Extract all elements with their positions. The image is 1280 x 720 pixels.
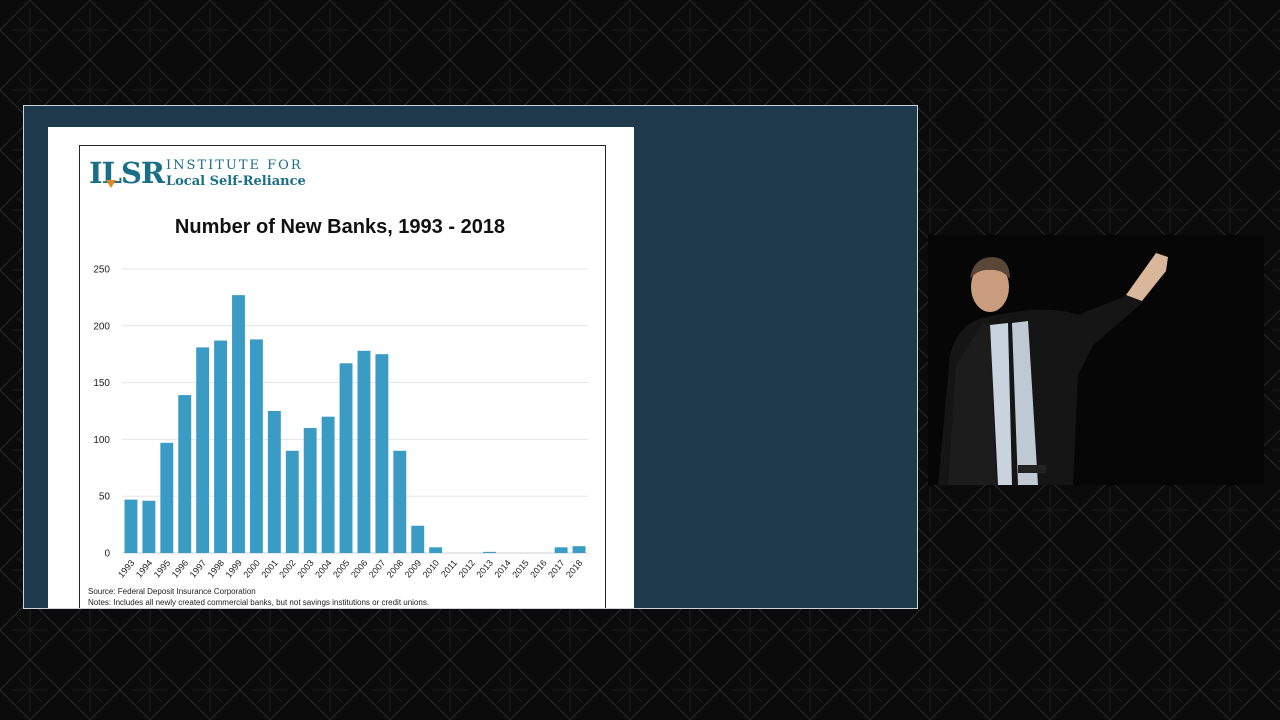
logo-line-2: Local Self-Reliance xyxy=(166,174,306,189)
bar-1998 xyxy=(214,340,228,553)
x-tick-label: 2006 xyxy=(349,558,370,580)
chart-container: ILSR INSTITUTE FOR Local Self-Reliance N… xyxy=(79,145,606,608)
bar-1996 xyxy=(178,395,192,553)
bar-2005 xyxy=(339,363,353,553)
x-tick-label: 2005 xyxy=(331,558,352,580)
x-tick-label: 2014 xyxy=(492,558,513,580)
x-tick-label: 2001 xyxy=(259,558,280,580)
notes-line: Notes: Includes all newly created commer… xyxy=(88,598,430,607)
speaker-figure xyxy=(928,235,1264,485)
bar-2003 xyxy=(303,428,317,553)
x-tick-label: 2009 xyxy=(403,558,424,580)
x-tick-label: 2017 xyxy=(546,558,567,580)
x-tick-label: 1996 xyxy=(170,558,191,580)
bar-1997 xyxy=(196,347,210,553)
source-note: Source: Federal Deposit Insurance Corpor… xyxy=(88,587,256,596)
x-tick-label: 1995 xyxy=(152,558,173,580)
x-tick-label: 1994 xyxy=(134,558,155,580)
x-tick-label: 1993 xyxy=(116,558,137,580)
bar-2007 xyxy=(375,354,389,553)
x-tick-label: 1997 xyxy=(188,558,209,580)
chart-title: Number of New Banks, 1993 - 2018 xyxy=(174,216,506,238)
x-tick-label: 1999 xyxy=(223,558,244,580)
x-tick-label: 2012 xyxy=(456,558,477,580)
bar-2001 xyxy=(267,411,281,553)
y-tick-label: 0 xyxy=(104,549,110,560)
slide-sheet: ILSR INSTITUTE FOR Local Self-Reliance N… xyxy=(48,127,634,608)
bar-2013 xyxy=(482,551,496,553)
bar-2018 xyxy=(572,546,586,553)
y-tick-label: 250 xyxy=(93,265,110,276)
x-tick-label: 2015 xyxy=(510,558,531,580)
y-tick-label: 100 xyxy=(93,435,110,446)
bar-2008 xyxy=(393,450,407,553)
ilsr-logo: ILSR INSTITUTE FOR Local Self-Reliance xyxy=(89,156,306,192)
x-tick-label: 2008 xyxy=(385,558,406,580)
x-tick-label: 2002 xyxy=(277,558,298,580)
x-tick-label: 2000 xyxy=(241,558,262,580)
x-tick-label: 2010 xyxy=(421,558,442,580)
logo-line-1: INSTITUTE FOR xyxy=(166,158,303,173)
bar-2010 xyxy=(429,547,443,553)
y-tick-label: 150 xyxy=(93,378,110,389)
y-tick-label: 200 xyxy=(93,321,110,332)
logo-mark: ILSR xyxy=(89,156,165,190)
slide-frame: ILSR INSTITUTE FOR Local Self-Reliance N… xyxy=(23,105,918,609)
x-tick-label: 2013 xyxy=(474,558,495,580)
x-tick-label: 2011 xyxy=(439,558,459,579)
bar-2002 xyxy=(285,450,299,553)
bar-1995 xyxy=(160,442,174,553)
bar-2000 xyxy=(249,339,263,553)
x-tick-label: 2004 xyxy=(313,558,334,580)
bar-1994 xyxy=(142,500,156,553)
bar-chart: 0 50 100 150 200 250 1993199419951996199719981… xyxy=(93,265,588,580)
logo-triangle-icon xyxy=(106,180,116,188)
x-tick-label: 2016 xyxy=(528,558,549,580)
bar-1993 xyxy=(124,499,138,553)
bar-2009 xyxy=(411,525,425,553)
bar-1999 xyxy=(232,295,245,553)
x-tick-label: 2018 xyxy=(564,558,585,580)
bar-2004 xyxy=(321,416,335,553)
bar-2017 xyxy=(554,547,568,553)
speaker-video xyxy=(928,235,1264,485)
x-tick-label: 1998 xyxy=(206,558,227,580)
x-tick-label: 2007 xyxy=(367,558,388,580)
x-tick-label: 2003 xyxy=(295,558,316,580)
y-tick-label: 50 xyxy=(99,492,111,503)
bar-2006 xyxy=(357,350,371,553)
